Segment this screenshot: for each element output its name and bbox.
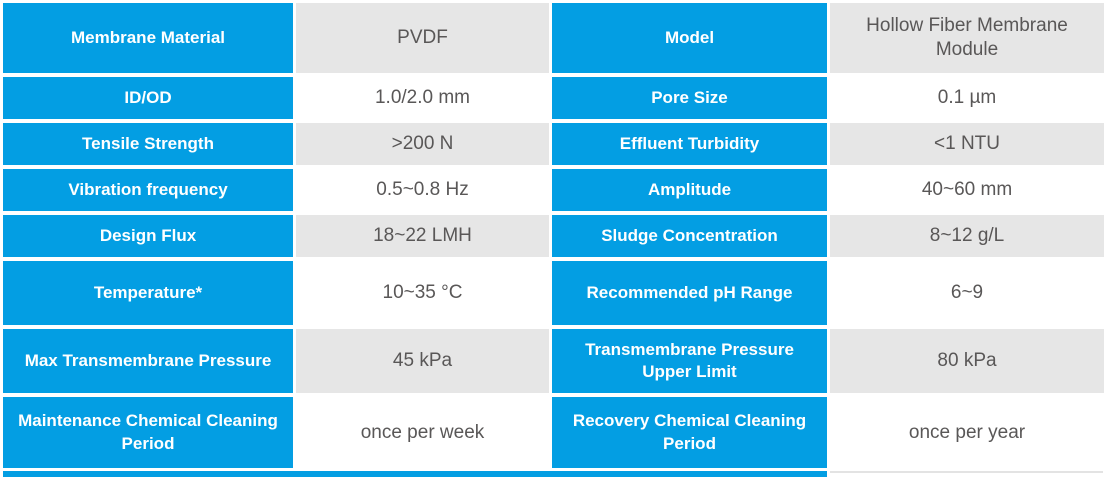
value-tensile-strength: >200 N <box>296 123 549 165</box>
value-design-flux: 18~22 LMH <box>296 215 549 257</box>
table-row: Vibration frequency 0.5~0.8 Hz Amplitude… <box>3 169 1104 211</box>
cropped-next-row-strip <box>3 471 1103 477</box>
label-max-transmembrane-pressure: Max Transmembrane Pressure <box>3 329 293 393</box>
table-row: Tensile Strength >200 N Effluent Turbidi… <box>3 123 1104 165</box>
label-vibration-frequency: Vibration frequency <box>3 169 293 211</box>
table-row: ID/OD 1.0/2.0 mm Pore Size 0.1 µm <box>3 77 1104 119</box>
value-recommended-ph-range: 6~9 <box>830 261 1104 325</box>
label-id-od: ID/OD <box>3 77 293 119</box>
table-row: Max Transmembrane Pressure 45 kPa Transm… <box>3 329 1104 393</box>
label-design-flux: Design Flux <box>3 215 293 257</box>
label-pore-size: Pore Size <box>552 77 827 119</box>
membrane-spec-table: Membrane Material PVDF Model Hollow Fibe… <box>3 3 1104 468</box>
table-row: Temperature* 10~35 °C Recommended pH Ran… <box>3 261 1104 325</box>
value-amplitude: 40~60 mm <box>830 169 1104 211</box>
label-maintenance-chemical-cleaning-period: Maintenance Chemical Cleaning Period <box>3 397 293 468</box>
table-row: Membrane Material PVDF Model Hollow Fibe… <box>3 3 1104 73</box>
label-membrane-material: Membrane Material <box>3 3 293 73</box>
cropped-row-blue-edge <box>3 471 827 477</box>
value-vibration-frequency: 0.5~0.8 Hz <box>296 169 549 211</box>
value-maintenance-chemical-cleaning-period: once per week <box>296 397 549 468</box>
value-transmembrane-pressure-upper-limit: 80 kPa <box>830 329 1104 393</box>
label-sludge-concentration: Sludge Concentration <box>552 215 827 257</box>
label-transmembrane-pressure-upper-limit: Transmembrane Pressure Upper Limit <box>552 329 827 393</box>
value-max-transmembrane-pressure: 45 kPa <box>296 329 549 393</box>
value-pore-size: 0.1 µm <box>830 77 1104 119</box>
table-row: Design Flux 18~22 LMH Sludge Concentrati… <box>3 215 1104 257</box>
cropped-row-border-line <box>830 471 1103 473</box>
value-recovery-chemical-cleaning-period: once per year <box>830 397 1104 468</box>
label-model: Model <box>552 3 827 73</box>
label-temperature: Temperature* <box>3 261 293 325</box>
label-effluent-turbidity: Effluent Turbidity <box>552 123 827 165</box>
label-amplitude: Amplitude <box>552 169 827 211</box>
label-recommended-ph-range: Recommended pH Range <box>552 261 827 325</box>
value-membrane-material: PVDF <box>296 3 549 73</box>
value-temperature: 10~35 °C <box>296 261 549 325</box>
table-row: Maintenance Chemical Cleaning Period onc… <box>3 397 1104 468</box>
label-tensile-strength: Tensile Strength <box>3 123 293 165</box>
value-model: Hollow Fiber Membrane Module <box>830 3 1104 73</box>
value-effluent-turbidity: <1 NTU <box>830 123 1104 165</box>
value-sludge-concentration: 8~12 g/L <box>830 215 1104 257</box>
value-id-od: 1.0/2.0 mm <box>296 77 549 119</box>
label-recovery-chemical-cleaning-period: Recovery Chemical Cleaning Period <box>552 397 827 468</box>
